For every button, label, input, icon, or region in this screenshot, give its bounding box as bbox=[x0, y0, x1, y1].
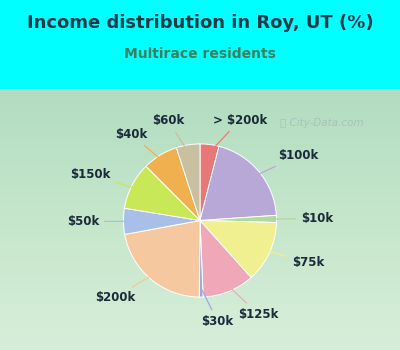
Wedge shape bbox=[124, 208, 200, 235]
Text: $125k: $125k bbox=[227, 285, 278, 321]
Text: Multirace residents: Multirace residents bbox=[124, 47, 276, 61]
Text: $150k: $150k bbox=[70, 168, 138, 189]
Text: $60k: $60k bbox=[152, 114, 188, 152]
Text: Income distribution in Roy, UT (%): Income distribution in Roy, UT (%) bbox=[27, 14, 373, 32]
Text: $200k: $200k bbox=[95, 274, 154, 304]
Wedge shape bbox=[200, 146, 276, 220]
Text: $10k: $10k bbox=[270, 212, 333, 225]
Wedge shape bbox=[176, 144, 200, 220]
Text: ⓘ City-Data.com: ⓘ City-Data.com bbox=[280, 118, 364, 128]
Wedge shape bbox=[146, 148, 200, 220]
Text: $40k: $40k bbox=[115, 128, 163, 161]
Text: $75k: $75k bbox=[264, 250, 324, 270]
Wedge shape bbox=[200, 144, 219, 220]
Text: $50k: $50k bbox=[67, 215, 130, 228]
Wedge shape bbox=[125, 220, 200, 297]
Text: > $200k: > $200k bbox=[210, 114, 267, 152]
Text: $30k: $30k bbox=[202, 290, 234, 328]
Wedge shape bbox=[199, 220, 203, 297]
Wedge shape bbox=[200, 220, 276, 278]
Wedge shape bbox=[200, 215, 276, 223]
Wedge shape bbox=[200, 220, 251, 297]
Wedge shape bbox=[124, 166, 200, 220]
Text: $100k: $100k bbox=[254, 149, 318, 176]
